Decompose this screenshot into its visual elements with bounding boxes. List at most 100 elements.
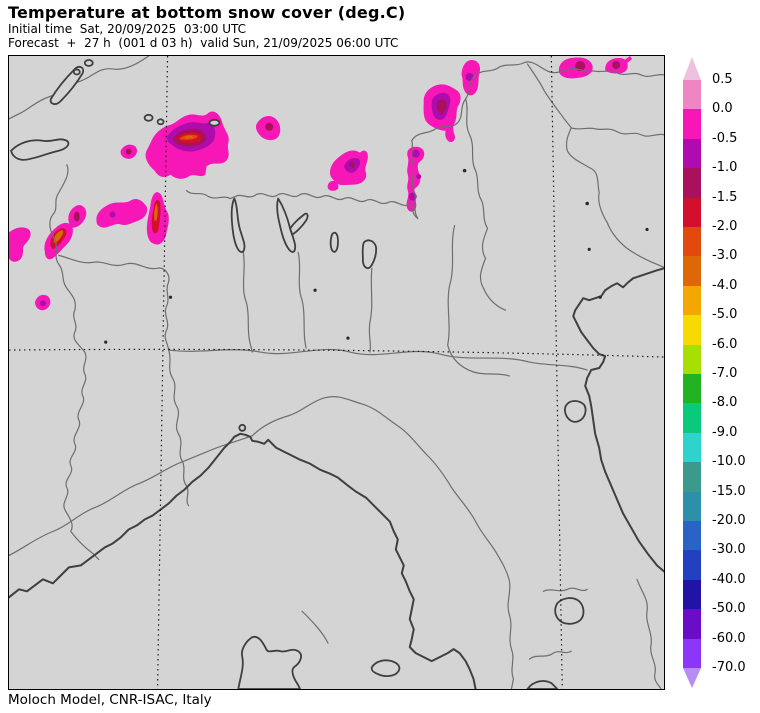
city-dots-shape xyxy=(104,340,108,344)
city-dots-shape xyxy=(645,227,649,232)
alpine-lakes-shape xyxy=(49,65,85,105)
colorbar-above-max-arrow xyxy=(683,57,701,80)
colorbar-tick-label: -50.0 xyxy=(712,601,746,617)
political-borders-shape xyxy=(297,251,307,349)
alpine-lakes xyxy=(10,59,378,269)
colorbar-segment xyxy=(683,374,701,404)
map-frame xyxy=(8,55,665,690)
snow-temperature-patches-shape xyxy=(73,211,80,222)
colorbar-tick-label: -30.0 xyxy=(712,542,746,558)
map-image xyxy=(9,56,664,689)
snow-temperature-patches-shape xyxy=(9,227,31,262)
city-dots-shape xyxy=(168,295,173,299)
colorbar-tick-label: -0.5 xyxy=(712,130,738,146)
city-dots xyxy=(104,168,649,344)
colorbar-segment xyxy=(683,344,701,374)
graticule-shape xyxy=(156,56,169,689)
political-borders-shape xyxy=(167,348,588,371)
alpine-lakes-shape xyxy=(143,113,154,122)
city-dots-shape xyxy=(462,168,467,173)
political-borders-shape xyxy=(636,578,662,689)
city-dots-shape xyxy=(313,288,317,292)
colorbar-segment xyxy=(683,462,701,492)
alpine-lakes-shape xyxy=(276,197,297,253)
political-borders xyxy=(9,56,664,689)
snow-temperature-patches-shape xyxy=(96,198,148,228)
colorbar-tick-label: -1.5 xyxy=(712,189,738,205)
alpine-lakes-shape xyxy=(10,138,70,161)
colorbar-tick-label: -8.0 xyxy=(712,395,738,411)
snow-temperature-patches-shape xyxy=(465,72,474,81)
colorbar-tick-label: 0.5 xyxy=(712,72,733,87)
colorbar-segment xyxy=(683,80,701,110)
coastlines-shape xyxy=(9,432,477,689)
political-borders-shape xyxy=(411,140,419,220)
snow-temperature-patches-shape xyxy=(125,148,132,155)
snow-temperature-patches-shape xyxy=(154,203,158,221)
political-borders-shape xyxy=(565,127,664,268)
snow-temperature-patches-shape xyxy=(109,211,116,218)
political-borders-shape xyxy=(526,63,572,129)
colorbar-segment xyxy=(683,227,701,257)
political-borders-shape xyxy=(592,70,664,77)
political-borders-shape xyxy=(464,98,507,311)
colorbar-tick-label: -10.0 xyxy=(712,454,746,470)
initial-time-line: Initial time Sat, 20/09/2025 03:00 UTC xyxy=(8,22,247,36)
colorbar-tick-label: -9.0 xyxy=(712,424,738,440)
city-dots-shape xyxy=(598,295,602,299)
colorbar-tick-label: -6.0 xyxy=(712,336,738,352)
colorbar-below-min-arrow xyxy=(683,668,701,688)
political-borders-shape xyxy=(9,56,150,120)
snow-temperature-patches-shape xyxy=(96,219,103,226)
snow-temperature-patches-shape xyxy=(327,180,339,191)
political-borders-shape xyxy=(185,189,419,220)
political-borders-shape xyxy=(49,164,100,561)
political-borders-shape xyxy=(411,61,594,142)
alpine-lakes-shape xyxy=(329,231,339,253)
city-dots-shape xyxy=(585,201,590,206)
coastlines-shape xyxy=(572,267,664,573)
snow-temperature-patches-shape xyxy=(623,56,633,64)
model-credit: Moloch Model, CNR-ISAC, Italy xyxy=(8,692,212,708)
colorbar-tick-label: -3.0 xyxy=(712,248,738,264)
snow-temperature-patches-shape xyxy=(575,60,586,71)
colorbar-tick-label: -40.0 xyxy=(712,571,746,587)
political-borders-shape xyxy=(301,610,329,644)
alpine-lakes-shape xyxy=(208,118,221,127)
political-borders-shape xyxy=(167,349,190,507)
political-borders-shape xyxy=(447,224,511,377)
colorbar-segment xyxy=(683,521,701,551)
political-borders-shape xyxy=(251,396,515,689)
colorbar-segment xyxy=(683,138,701,169)
alpine-lakes-shape xyxy=(72,68,81,76)
colorbar-segment xyxy=(683,197,701,227)
coastlines-shape xyxy=(554,597,585,625)
colorbar-tick-label: -4.0 xyxy=(712,277,738,293)
colorbar-segment xyxy=(683,285,701,316)
colorbar-segment xyxy=(683,432,701,463)
coastlines-shape xyxy=(563,400,587,423)
snow-temperature-patches-shape xyxy=(612,60,621,69)
snow-temperature-patches-shape xyxy=(265,122,274,131)
alpine-lakes-shape xyxy=(156,118,165,126)
graticule-shape xyxy=(9,348,664,358)
snow-temperature-patches xyxy=(9,56,633,311)
political-borders-shape xyxy=(542,587,588,592)
alpine-lakes-shape xyxy=(230,197,246,253)
forecast-valid-line: Forecast + 27 h (001 d 03 h) valid Sun, … xyxy=(8,36,399,50)
colorbar-tick-label: -15.0 xyxy=(712,483,746,499)
colorbar-segment xyxy=(683,550,701,580)
snow-temperature-patches-shape xyxy=(53,230,64,243)
alpine-lakes-shape xyxy=(361,239,378,269)
colorbar-segment xyxy=(683,403,701,433)
colorbar-segment xyxy=(683,256,701,286)
colorbar-tick-label: -2.0 xyxy=(712,219,738,234)
colorbar-tick-label: -20.0 xyxy=(712,513,746,528)
snow-temperature-patches-shape xyxy=(348,161,355,168)
alpine-lakes-shape xyxy=(289,212,309,236)
colorbar-segment xyxy=(683,168,701,198)
colorbar-tick-label: -60.0 xyxy=(712,630,746,646)
colorbar-segment xyxy=(683,609,701,639)
colorbar-segment xyxy=(683,109,701,139)
